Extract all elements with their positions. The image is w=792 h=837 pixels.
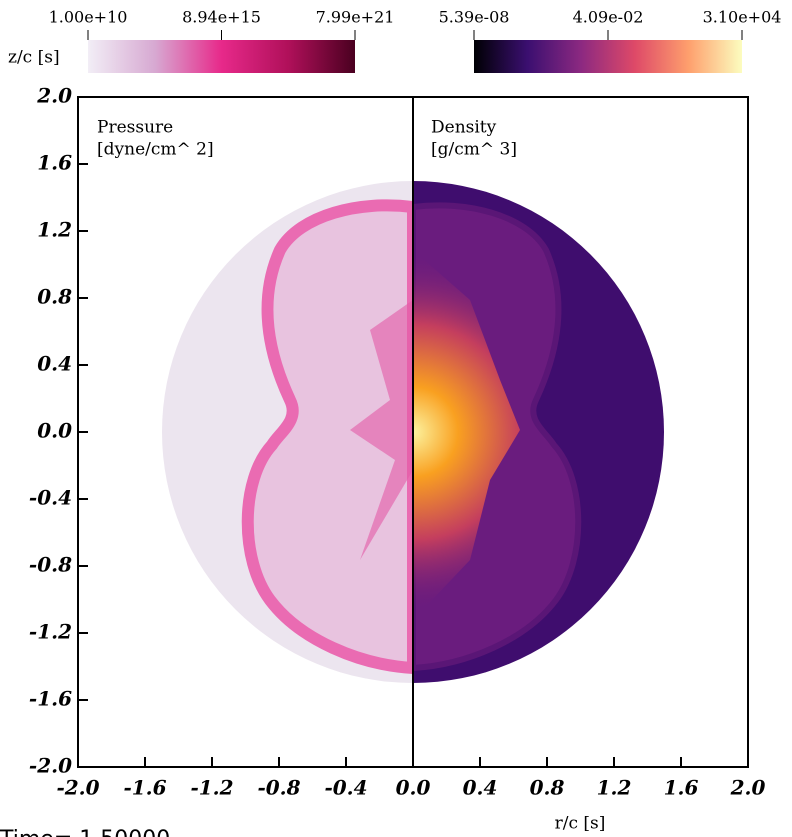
colorbar-tick-label: 8.94e+15 (182, 8, 261, 27)
y-tick-label: 1.2 (37, 218, 72, 242)
panel-unit: [g/cm^ 3] (431, 140, 517, 160)
colorbar (474, 40, 742, 73)
x-tick-label: -1.6 (123, 776, 166, 800)
x-tick-label: 0.4 (463, 776, 498, 800)
y-tick-label: 1.6 (37, 151, 72, 175)
density-field (413, 181, 664, 683)
y-tick-label: -2.0 (29, 754, 72, 778)
y-tick-label: -1.6 (29, 687, 72, 711)
x-tick-label: -2.0 (56, 776, 99, 800)
panel-unit: [dyne/cm^ 2] (97, 140, 214, 160)
colorbar-tick-label: 5.39e-08 (439, 8, 510, 27)
y-tick-label: -0.4 (29, 486, 72, 510)
time-label: Time= 1.50000 (0, 827, 170, 837)
colorbar (88, 40, 355, 73)
colorbar-tick-label: 4.09e-02 (573, 8, 644, 27)
y-tick-label: -1.2 (29, 620, 72, 644)
x-tick-label: 1.6 (664, 776, 699, 800)
panel-title: Density (431, 118, 497, 138)
x-tick-label: 0.0 (396, 776, 431, 800)
y-tick-label: 2.0 (36, 84, 72, 108)
y-tick-label: 0.4 (37, 352, 72, 376)
y-tick-label: 0.0 (37, 419, 72, 443)
x-tick-label: 1.2 (597, 776, 632, 800)
colorbar-tick-label: 7.99e+21 (316, 8, 395, 27)
colorbar-tick-label: 1.00e+10 (49, 8, 128, 27)
x-tick-label: -0.4 (324, 776, 367, 800)
colorbar-tick-label: 3.10e+04 (703, 8, 782, 27)
y-tick-label: 0.8 (37, 285, 72, 309)
y-axis-label: z/c [s] (8, 48, 60, 68)
pressure-field (162, 181, 413, 683)
x-tick-label: -1.2 (190, 776, 233, 800)
y-tick-label: -0.8 (29, 553, 72, 577)
x-tick-label: -0.8 (257, 776, 300, 800)
x-tick-label: 2.0 (730, 776, 766, 800)
panel-title: Pressure (97, 118, 173, 138)
x-axis-label: r/c [s] (555, 814, 606, 834)
x-tick-label: 0.8 (530, 776, 565, 800)
